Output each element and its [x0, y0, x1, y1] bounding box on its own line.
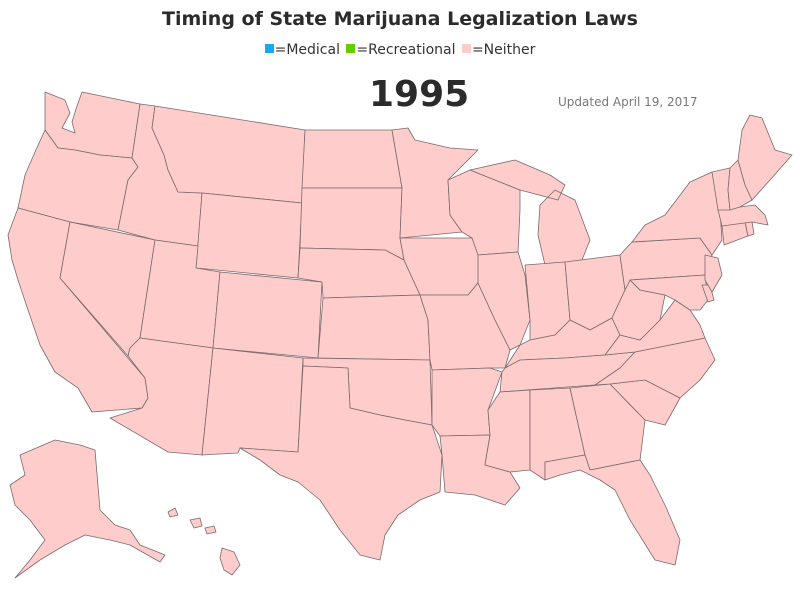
state-MS[interactable] [484, 389, 531, 473]
legend: =Medical =Recreational =Neither [0, 42, 800, 58]
legend-label-medical: =Medical [274, 42, 340, 58]
legend-swatch-medical [264, 44, 274, 53]
legend-item-medical: =Medical [264, 42, 340, 58]
state-WY[interactable] [195, 192, 303, 279]
legend-item-neither: =Neither [461, 42, 536, 58]
legend-label-neither: =Neither [471, 42, 536, 58]
legend-item-recreational: =Recreational [346, 42, 456, 58]
state-TX[interactable] [239, 365, 443, 561]
state-AK[interactable] [9, 439, 166, 579]
state-MN[interactable] [391, 127, 479, 239]
map-title: Timing of State Marijuana Legalization L… [162, 8, 638, 30]
state-MD[interactable] [629, 274, 709, 311]
year-label: 1995 [369, 74, 470, 115]
state-NM[interactable] [201, 347, 304, 456]
legend-swatch-recreational [346, 44, 356, 53]
state-KS[interactable] [317, 294, 431, 361]
state-CA[interactable] [7, 207, 149, 413]
state-ND[interactable] [301, 129, 403, 189]
state-HI[interactable] [167, 507, 241, 576]
state-FL[interactable] [544, 454, 681, 566]
state-CO[interactable] [212, 271, 323, 359]
state-ME[interactable] [737, 114, 793, 201]
state-MI[interactable] [469, 159, 591, 266]
legend-label-recreational: =Recreational [356, 42, 456, 58]
legend-swatch-neither [461, 44, 471, 53]
state-NJ[interactable] [704, 254, 723, 293]
state-NC[interactable] [594, 337, 716, 399]
updated-date: Updated April 19, 2017 [558, 95, 698, 109]
